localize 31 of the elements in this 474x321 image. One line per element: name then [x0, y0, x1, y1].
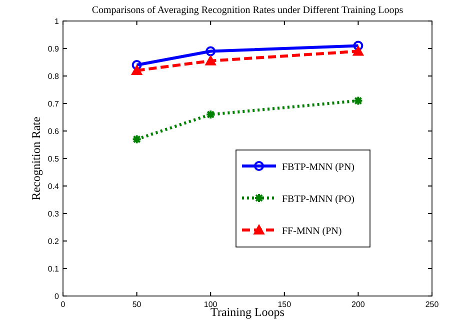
point: [352, 46, 364, 56]
y-tick-label: 1: [54, 17, 60, 26]
x-tick-label: 150: [278, 300, 292, 309]
y-tick-label: 0.3: [48, 210, 60, 218]
x-tick-label: 0: [60, 300, 66, 309]
x-tick-label: 200: [352, 300, 366, 309]
legend-label: FBTP-MNN (PN): [282, 162, 355, 173]
x-tick-label: 100: [204, 300, 218, 309]
point: [206, 110, 216, 120]
y-tick-label: 0.8: [48, 72, 60, 81]
y-tick-label: 0.7: [48, 100, 60, 108]
point: [353, 96, 364, 106]
point: [206, 46, 216, 56]
y-tick-label: 0.5: [48, 154, 60, 164]
y-tick-label: 0.9: [48, 44, 60, 54]
y-tick-label: 0.2: [48, 237, 60, 246]
chart-title: Comparisons of Averaging Recognition Rates under Different Training Loops: [92, 5, 404, 16]
point: [132, 60, 142, 70]
point: [205, 55, 216, 66]
point: [132, 134, 142, 144]
y-tick-label: 0.6: [48, 127, 60, 136]
y-tick-label: 0: [54, 292, 60, 301]
point: [131, 65, 142, 75]
point: [353, 40, 364, 51]
legend-label: FF-MNN (PN): [282, 226, 342, 237]
x-tick-label: 250: [425, 300, 440, 309]
y-tick-label: 0.4: [48, 182, 60, 191]
y-axis-title: Recognition Rate: [29, 116, 43, 200]
y-tick-label: 0.1: [48, 264, 60, 274]
legend-label: FBTP-MNN (PO): [282, 194, 355, 205]
x-tick-label: 50: [132, 300, 142, 309]
